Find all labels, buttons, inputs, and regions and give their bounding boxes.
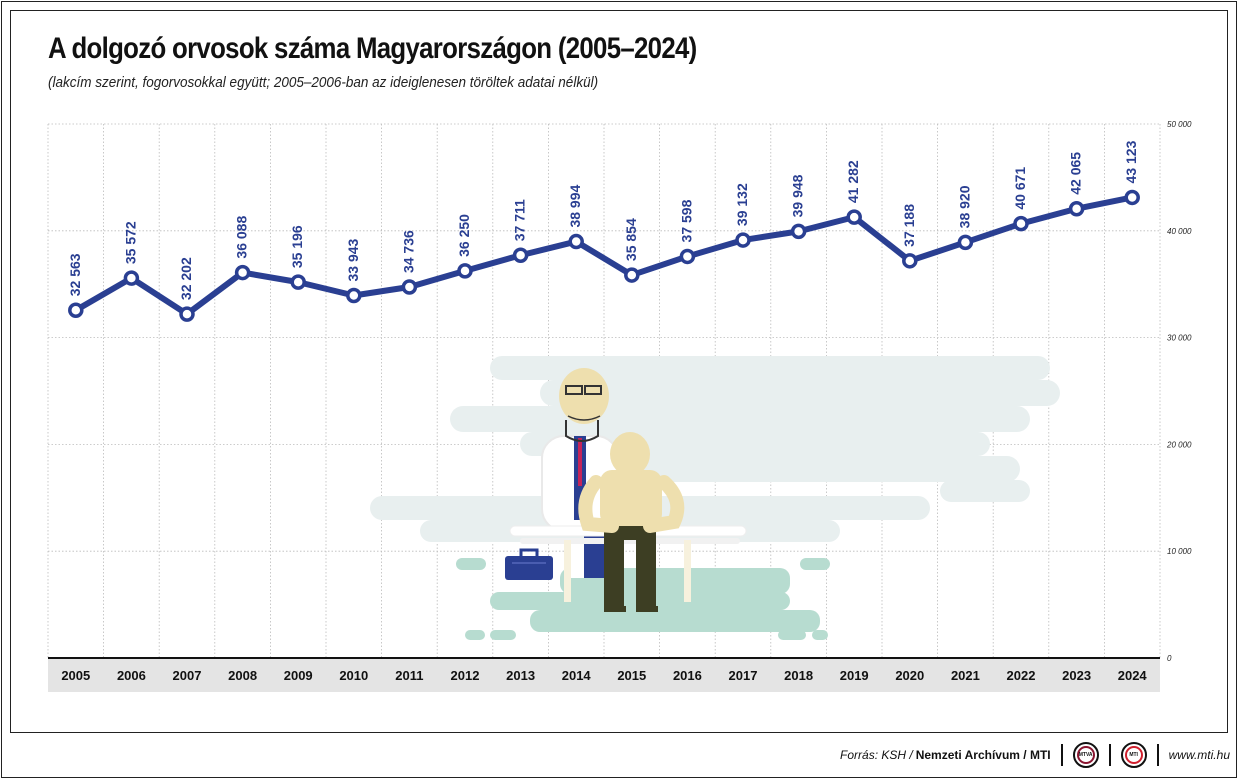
data-label: 42 065	[1068, 152, 1084, 195]
y-tick-label: 20 000	[1166, 440, 1192, 449]
x-tick-label: 2022	[1007, 668, 1036, 683]
footer-separator	[1060, 744, 1063, 766]
source-organizations: Nemzeti Archívum / MTI	[915, 748, 1051, 762]
data-label: 32 202	[178, 257, 194, 300]
data-label: 35 572	[122, 221, 138, 264]
x-tick-label: 2012	[451, 668, 480, 683]
medical-bag	[505, 548, 553, 580]
x-tick-label: 2011	[395, 668, 423, 683]
data-label: 38 994	[567, 185, 583, 228]
y-tick-label: 10 000	[1167, 547, 1192, 556]
series-physicians	[68, 189, 1140, 322]
data-point	[846, 209, 862, 225]
data-label: 43 123	[1123, 140, 1139, 183]
data-point	[290, 274, 306, 290]
data-point	[957, 234, 974, 251]
data-label: 39 132	[734, 183, 750, 226]
data-label: 35 196	[289, 225, 305, 268]
data-label: 33 943	[345, 238, 361, 281]
data-label: 36 088	[234, 216, 250, 259]
footer-separator	[1108, 744, 1111, 766]
x-axis: 2005 2006 2007 2008 2009 2010 2011 2012 2013 2014…	[48, 657, 1160, 692]
data-point	[123, 270, 140, 286]
data-label: 37 711	[512, 199, 528, 241]
data-point	[902, 253, 918, 269]
y-tick-label: 50 000	[1167, 120, 1192, 129]
data-label: 37 598	[678, 199, 694, 242]
data-point	[179, 306, 195, 322]
x-tick-label: 2019	[840, 668, 869, 683]
x-tick-label: 2014	[562, 668, 592, 683]
mtva-logo: MTVA	[1072, 742, 1099, 768]
data-point	[624, 267, 640, 283]
data-point	[790, 223, 807, 240]
data-label: 37 188	[901, 204, 917, 247]
chart-title: A dolgozó orvosok száma Magyarországon (…	[48, 32, 697, 65]
x-tick-label: 2010	[339, 668, 368, 683]
x-tick-label: 2005	[61, 668, 90, 683]
mtva-logo-text: MTVA	[1076, 746, 1095, 764]
y-tick-label: 0	[1167, 654, 1172, 663]
x-tick-label: 2007	[173, 668, 202, 683]
footer: Forrás: KSH / Nemzeti Archívum / MTI MTV…	[840, 740, 1230, 770]
x-axis-band	[48, 658, 1160, 692]
data-label: 32 563	[67, 253, 83, 296]
x-tick-label: 2013	[506, 668, 535, 683]
data-point	[234, 264, 251, 281]
doctor-patient-illustration	[370, 356, 1060, 640]
website-link[interactable]: www.mti.hu	[1168, 748, 1230, 762]
doctor-figure	[541, 368, 619, 578]
data-point	[68, 302, 84, 318]
x-tick-label: 2023	[1062, 668, 1091, 683]
source-prefix: Forrás: KSH /	[840, 748, 913, 762]
floor-shadow	[456, 558, 830, 640]
x-tick-label: 2009	[284, 668, 313, 683]
chart-subtitle: (lakcím szerint, fogorvosokkal együtt; 2…	[48, 74, 599, 91]
data-label: 38 920	[956, 185, 972, 228]
x-tick-label: 2016	[673, 668, 702, 683]
footer-separator	[1156, 744, 1159, 766]
x-tick-label: 2008	[228, 668, 257, 683]
data-point	[457, 263, 473, 279]
data-labels: 32 563 35 572 32 202 36 088 35 196 33 943 34 7…	[67, 140, 1139, 300]
patient-figure	[578, 432, 685, 612]
data-label: 35 854	[623, 218, 639, 261]
mti-logo-text: MTI	[1124, 746, 1143, 764]
data-point	[401, 279, 418, 295]
series-line	[74, 194, 1133, 318]
data-label: 40 671	[1012, 167, 1028, 210]
chart-frame	[10, 10, 1228, 733]
data-point	[568, 233, 584, 250]
x-tick-label: 2017	[729, 668, 758, 683]
x-tick-label: 2021	[951, 668, 980, 683]
data-point	[1124, 189, 1140, 206]
x-tick-label: 2006	[117, 668, 146, 683]
y-tick-label: 40 000	[1167, 227, 1192, 236]
data-point	[1013, 215, 1029, 232]
data-label: 36 250	[456, 214, 472, 257]
data-label: 39 948	[790, 174, 806, 217]
data-point	[512, 247, 529, 263]
x-tick-label: 2015	[617, 668, 646, 683]
data-point	[346, 287, 362, 304]
data-label: 41 282	[845, 160, 861, 203]
data-label: 34 736	[400, 230, 416, 273]
data-point	[679, 248, 696, 265]
background-clouds	[370, 356, 1060, 542]
y-tick-label: 30 000	[1167, 334, 1192, 343]
data-point	[735, 232, 751, 248]
mti-logo: MTI	[1120, 742, 1147, 768]
x-tick-label: 2020	[895, 668, 924, 683]
x-tick-label: 2018	[784, 668, 813, 683]
data-point	[1068, 200, 1085, 217]
x-tick-label: 2024	[1118, 668, 1148, 683]
